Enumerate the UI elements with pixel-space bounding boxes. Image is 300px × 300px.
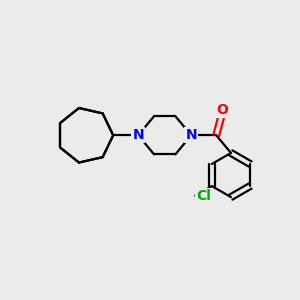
Text: N: N: [132, 128, 144, 142]
Text: O: O: [216, 103, 228, 117]
Text: Cl: Cl: [196, 189, 211, 202]
Text: N: N: [185, 128, 197, 142]
